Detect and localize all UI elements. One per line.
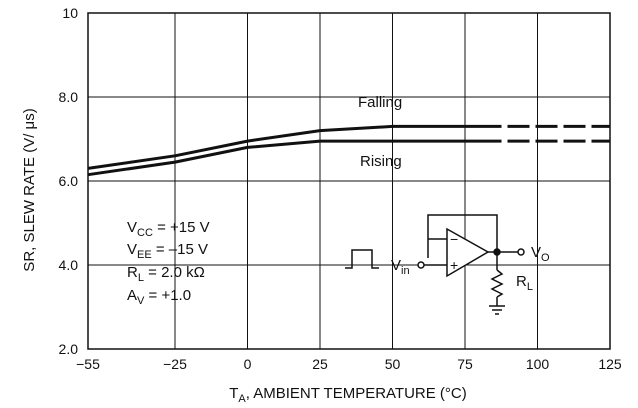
y-tick-label: 2.0 (59, 341, 79, 357)
output-terminal (517, 248, 525, 256)
series-line-rising (87, 139, 480, 177)
load-resistor-icon (490, 269, 504, 298)
x-tick-label: 75 (457, 356, 473, 372)
x-axis-label: TA, AMBIENT TEMPERATURE (°C) (229, 385, 467, 405)
test-conditions: VCC = +15 V VEE = –15 V RL = 2.0 kΩ AV =… (127, 219, 210, 307)
op-amp-triangle (446, 227, 490, 278)
condition-vee: VEE = –15 V (127, 241, 208, 261)
opamp-plus-sign: + (450, 257, 458, 273)
condition-vcc: VCC = +15 V (127, 219, 210, 239)
x-tick-label: 100 (526, 356, 550, 372)
series-lines (87, 124, 610, 177)
output-label: VO (531, 244, 550, 264)
input-terminal (417, 261, 425, 269)
condition-av: AV = +1.0 (127, 287, 191, 307)
input-label: Vin (391, 257, 410, 277)
x-tick-label: −25 (163, 356, 187, 372)
y-tick-label: 6.0 (59, 173, 79, 189)
condition-rl: RL = 2.0 kΩ (127, 264, 205, 284)
y-tick-label: 10 (62, 5, 78, 21)
tick-labels: −55 −25 0 25 50 75 100 125 2.0 4.0 6.0 8.0 10 (59, 5, 622, 372)
y-tick-label: 8.0 (59, 89, 79, 105)
x-tick-label: 25 (312, 356, 328, 372)
test-circuit (345, 214, 525, 315)
opamp-minus-sign: − (450, 231, 458, 247)
x-tick-label: −55 (76, 356, 100, 372)
load-label: RL (516, 273, 533, 293)
x-tick-label: 0 (244, 356, 252, 372)
series-line-falling (87, 124, 480, 170)
x-tick-label: 125 (598, 356, 622, 372)
y-tick-label: 4.0 (59, 257, 79, 273)
series-label-rising: Rising (360, 153, 402, 170)
feedback-wire (427, 214, 498, 258)
y-axis-label: SR, SLEW RATE (V/ μs) (21, 108, 38, 271)
x-tick-label: 50 (385, 356, 401, 372)
series-label-falling: Falling (358, 94, 402, 111)
plot-frame (87, 12, 611, 350)
pulse-waveform-icon (345, 249, 379, 269)
